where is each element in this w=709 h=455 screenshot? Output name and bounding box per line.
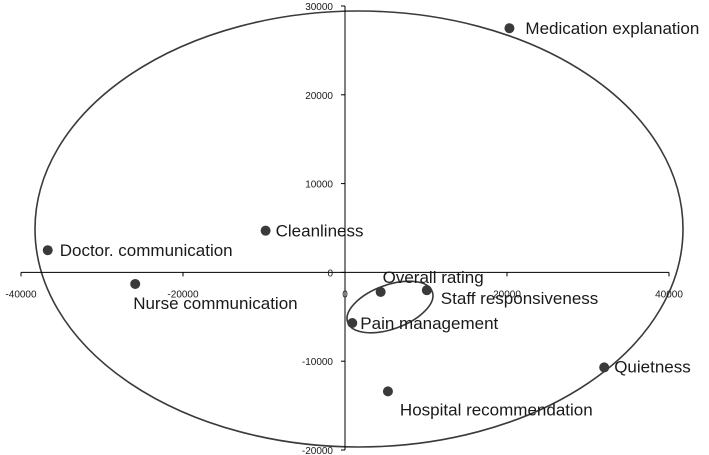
x-tick-label: -40000 (5, 289, 37, 300)
data-point-label: Staff responsiveness (441, 289, 599, 308)
data-points: Medication explanation Cleanliness Doctor.… (42, 19, 699, 419)
data-point-label: Doctor. communication (60, 241, 233, 260)
y-tick-label: 10000 (305, 180, 333, 191)
y-tick-label: 30000 (305, 2, 333, 13)
y-tick-label: -20000 (302, 446, 334, 455)
outer-cluster-ellipse (34, 10, 684, 448)
data-point (347, 318, 358, 329)
x-axis-ticks: -40000 -20000 0 20000 40000 (5, 272, 683, 300)
y-tick-label: 20000 (305, 91, 333, 102)
data-point (599, 362, 610, 373)
data-point (375, 286, 386, 297)
data-point (260, 225, 271, 236)
y-axis-ticks: -20000 -10000 0 10000 20000 30000 (302, 2, 345, 455)
data-point-label: Overall rating (383, 268, 484, 287)
y-tick-label: -10000 (302, 357, 334, 368)
data-point (382, 386, 393, 397)
data-point-label: Cleanliness (276, 222, 364, 241)
data-point-label: Pain management (360, 314, 498, 333)
y-tick-label: 0 (327, 268, 333, 279)
data-point-label: Nurse communication (133, 294, 297, 313)
data-point-label: Quietness (614, 357, 691, 376)
data-point (42, 245, 53, 256)
x-tick-label: 20000 (493, 289, 521, 300)
x-tick-label: 0 (342, 289, 348, 300)
x-tick-label: -20000 (167, 289, 199, 300)
x-tick-label: 40000 (655, 289, 683, 300)
data-point-label: Hospital recommendation (400, 400, 593, 419)
data-point (421, 285, 432, 296)
data-point (504, 23, 515, 34)
data-point (130, 278, 141, 289)
data-point-label: Medication explanation (525, 19, 699, 38)
